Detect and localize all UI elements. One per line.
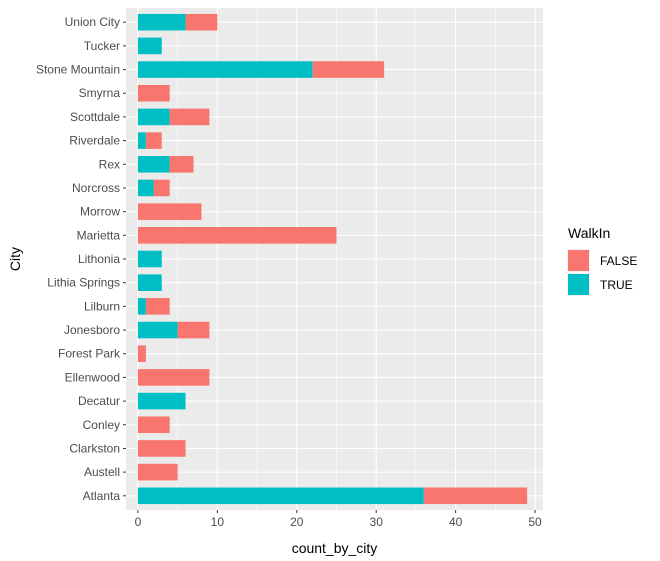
bar-lithonia-true xyxy=(137,250,162,268)
y-tick-label: Marietta xyxy=(77,228,121,242)
bar-smyrna-false xyxy=(137,84,170,102)
bar-forest-park-false xyxy=(137,345,146,363)
x-axis-ticks: 0 10 20 30 40 50 xyxy=(135,510,542,529)
bar-norcross-true xyxy=(137,179,154,197)
legend-label-true: TRUE xyxy=(600,278,633,292)
x-tick-label: 10 xyxy=(211,515,225,529)
y-tick-label: Austell xyxy=(84,465,120,479)
bar-jonesboro-false xyxy=(177,321,210,339)
y-tick-label: Scottdale xyxy=(70,110,120,124)
bar-rex-true xyxy=(137,155,170,173)
bar-decatur-true xyxy=(137,392,186,410)
bar-morrow-false xyxy=(137,203,202,220)
bar-scottdale-false xyxy=(169,108,210,126)
y-tick-label: Smyrna xyxy=(79,86,121,100)
bar-clarkston-false xyxy=(137,440,186,457)
bar-riverdale-false xyxy=(145,132,162,149)
bar-riverdale-true xyxy=(137,132,146,149)
x-axis-title: count_by_city xyxy=(292,540,378,556)
bar-lilburn-false xyxy=(145,298,170,315)
y-axis-ticks: Atlanta Austell Clarkston Conley Decatur Elle… xyxy=(36,15,126,503)
bar-conley-false xyxy=(137,416,170,434)
y-axis-title: City xyxy=(7,247,23,271)
y-tick-label: Lithonia xyxy=(78,252,120,266)
legend-swatch-true xyxy=(568,274,589,295)
y-tick-label: Atlanta xyxy=(83,489,121,503)
bar-rex-false xyxy=(169,155,194,173)
y-tick-label: Rex xyxy=(99,157,120,171)
bar-atlanta-false xyxy=(423,487,528,505)
y-tick-label: Jonesboro xyxy=(64,323,120,337)
bar-lilburn-true xyxy=(137,298,146,315)
y-tick-label: Clarkston xyxy=(69,441,120,455)
y-tick-label: Lilburn xyxy=(84,299,120,313)
bar-lithia-springs-true xyxy=(137,274,162,291)
x-tick-label: 40 xyxy=(449,515,463,529)
y-tick-label: Norcross xyxy=(72,181,120,195)
bar-atlanta-true xyxy=(137,487,424,505)
bar-austell-false xyxy=(137,463,178,481)
y-tick-label: Tucker xyxy=(84,39,120,53)
y-tick-label: Union City xyxy=(65,15,120,29)
bar-stone-mountain-true xyxy=(137,61,313,78)
y-tick-label: Stone Mountain xyxy=(36,63,120,77)
x-tick-label: 50 xyxy=(528,515,542,529)
legend-label-false: FALSE xyxy=(600,254,637,268)
x-tick-label: 30 xyxy=(370,515,384,529)
y-tick-label: Morrow xyxy=(80,205,120,219)
bar-stone-mountain-false xyxy=(312,61,385,78)
legend-swatch-false xyxy=(568,250,589,271)
bar-norcross-false xyxy=(153,179,170,197)
y-tick-label: Lithia Springs xyxy=(47,276,120,290)
x-tick-label: 20 xyxy=(290,515,304,529)
major-gridlines xyxy=(126,8,543,510)
bar-marietta-false xyxy=(137,227,337,244)
y-tick-label: Riverdale xyxy=(69,134,120,148)
bar-union-city-true xyxy=(137,13,186,31)
bars xyxy=(137,13,528,505)
bar-jonesboro-true xyxy=(137,321,178,339)
legend-title: WalkIn xyxy=(568,225,610,241)
y-tick-label: Forest Park xyxy=(58,347,121,361)
bar-tucker-true xyxy=(137,37,162,55)
y-tick-label: Decatur xyxy=(78,394,120,408)
bar-ellenwood-false xyxy=(137,369,210,386)
legend: WalkIn FALSE TRUE xyxy=(567,225,637,296)
x-tick-label: 0 xyxy=(135,515,142,529)
y-tick-label: Ellenwood xyxy=(65,370,120,384)
y-tick-label: Conley xyxy=(83,418,120,432)
bar-union-city-false xyxy=(185,13,218,31)
bar-scottdale-true xyxy=(137,108,170,126)
